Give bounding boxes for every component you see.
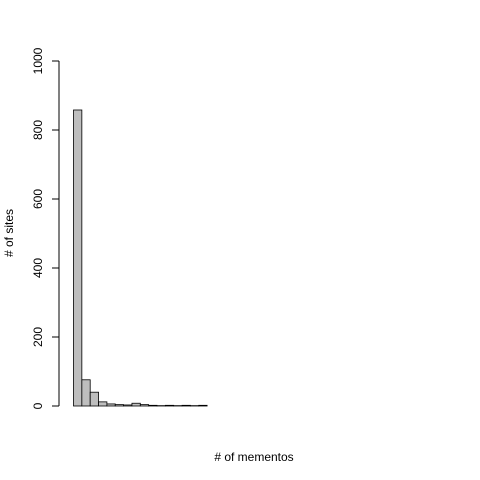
bar-5 <box>106 403 116 407</box>
y-tick-label-1000: 1000 <box>31 47 45 74</box>
bar-9 <box>139 404 150 407</box>
y-tick-label-200: 200 <box>31 327 45 347</box>
bar-6 <box>114 404 125 407</box>
y-tick-label-400: 400 <box>31 258 45 278</box>
bar-14 <box>181 404 191 407</box>
y-tick-label-600: 600 <box>31 189 45 209</box>
y-axis: 0 200 400 600 800 1000 <box>31 47 60 409</box>
bar-3 <box>89 391 99 407</box>
bar-4 <box>98 401 108 407</box>
bar-7 <box>123 404 133 407</box>
bar-8 <box>131 402 141 407</box>
y-tick-label-800: 800 <box>31 120 45 140</box>
y-axis-title: # of sites <box>2 209 16 257</box>
bar-16 <box>198 404 208 407</box>
x-axis-title: # of mementos <box>214 450 293 464</box>
bar-10 <box>148 404 158 407</box>
bars-layer <box>73 109 208 407</box>
bar-2 <box>81 379 91 407</box>
bar-12 <box>164 404 175 407</box>
bar-1 <box>73 109 83 407</box>
y-tick-label-0: 0 <box>31 402 45 409</box>
